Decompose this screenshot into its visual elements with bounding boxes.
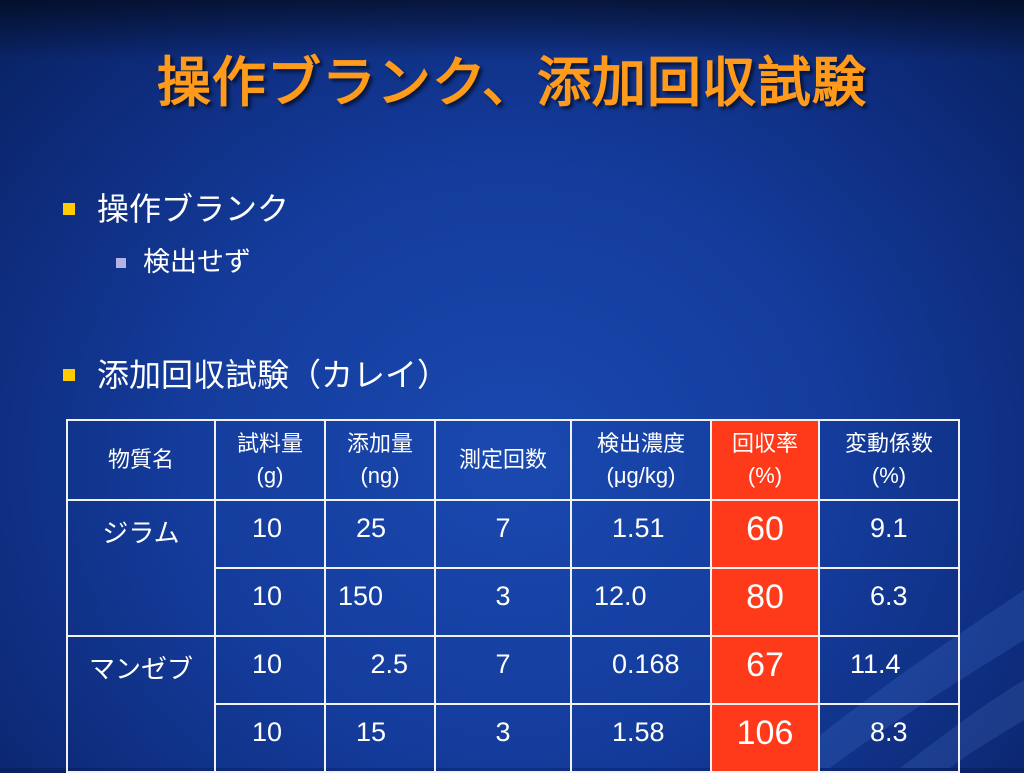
table-row: ジラム 10 25 7 1.51 60 9.1 [66,499,960,637]
table-row: マンゼブ 10 2.5 7 0.168 67 11.4 [66,635,960,773]
header-measurement-count: 測定回数 [434,419,572,501]
measurement-count-cell: 7 [434,499,572,569]
header-added-amount: 添加量 (ng) [324,419,436,501]
substance-name: ジラム [66,499,216,637]
slide-title: 操作ブランク、添加回収試験 [156,51,868,114]
substance-name: マンゼブ [66,635,216,773]
table-header-row: 物質名 試料量 (g) 添加量 (ng) 測定回数 検出濃度 (μg/kg) 回… [66,419,960,501]
header-substance: 物質名 [66,419,216,501]
bullet-text: 操作ブランク [97,190,290,228]
cv-cell: 6.3 [818,567,960,637]
recovery-table: 物質名 試料量 (g) 添加量 (ng) 測定回数 検出濃度 (μg/kg) 回… [66,419,960,773]
added-amount-cell: 2.5 [324,635,436,705]
concentration-cell: 12.0 [570,567,712,637]
added-amount-cell: 25 [324,499,436,569]
table-row: 10 150 3 12.0 80 6.3 [67,567,960,637]
sample-amount-cell: 10 [214,635,326,705]
header-detected-concentration: 検出濃度 (μg/kg) [570,419,712,501]
square-bullet-icon [63,369,75,381]
square-bullet-icon [116,257,126,268]
measurement-count-cell: 3 [434,703,572,773]
recovery-rate-cell: 60 [710,499,820,569]
bullet-text: 添加回収試験（カレイ） [97,356,450,394]
cv-cell: 9.1 [818,499,960,569]
recovery-rate-cell: 67 [710,635,820,705]
sample-amount-cell: 10 [214,703,326,773]
bullet-item-operation-blank: 操作ブランク [63,193,289,225]
recovery-rate-cell: 80 [710,567,820,637]
sample-amount-cell: 10 [214,567,326,637]
cv-cell: 11.4 [818,635,960,705]
bullet-item-not-detected: 検出せず [116,249,251,276]
sample-amount-cell: 10 [214,499,326,569]
recovery-rate-cell: 106 [710,703,820,773]
header-sample-amount: 試料量 (g) [214,419,326,501]
square-bullet-icon [63,203,75,215]
measurement-count-cell: 3 [434,567,572,637]
concentration-cell: 0.168 [570,635,712,705]
header-recovery-rate: 回収率 (%) [710,419,820,501]
bullet-item-recovery-test: 添加回収試験（カレイ） [63,359,449,391]
measurement-count-cell: 7 [434,635,572,705]
concentration-cell: 1.58 [570,703,712,773]
added-amount-cell: 15 [324,703,436,773]
cv-cell: 8.3 [818,703,960,773]
header-coefficient-of-variation: 変動係数 (%) [818,419,960,501]
added-amount-cell: 150 [324,567,436,637]
bullet-text: 検出せず [143,247,251,278]
table-row: 10 15 3 1.58 106 8.3 [67,703,960,773]
concentration-cell: 1.51 [570,499,712,569]
